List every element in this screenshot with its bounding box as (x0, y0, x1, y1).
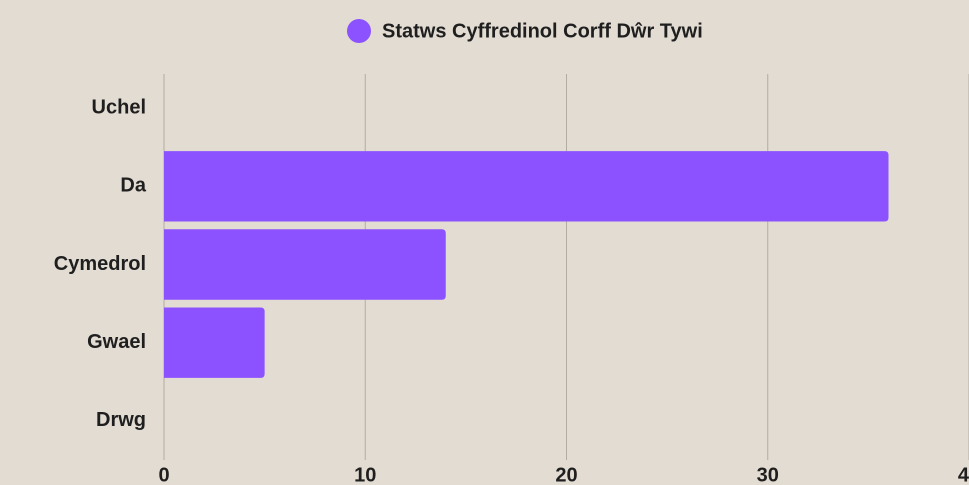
bar (164, 307, 265, 378)
legend-label: Statws Cyffredinol Corff Dŵr Tywi (382, 20, 703, 42)
x-tick-label: 10 (354, 464, 376, 485)
x-tick-label: 0 (158, 464, 169, 485)
bar (164, 151, 889, 222)
y-tick-label: Gwael (87, 331, 146, 353)
y-tick-label: Uchel (92, 96, 146, 118)
legend-swatch (347, 19, 371, 43)
y-tick-label: Cymedrol (54, 253, 146, 275)
x-tick-label: 20 (555, 464, 577, 485)
y-tick-label: Drwg (96, 409, 146, 431)
y-tick-label: Da (120, 175, 146, 197)
x-tick-label: 30 (757, 464, 779, 485)
x-tick-label: 40 (958, 464, 969, 485)
bar (164, 229, 446, 300)
